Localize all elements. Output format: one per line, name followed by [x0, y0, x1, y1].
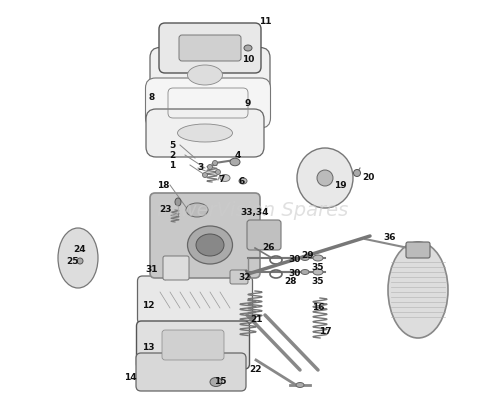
Text: 11: 11 — [259, 18, 271, 26]
Ellipse shape — [203, 172, 208, 178]
Text: 35: 35 — [312, 278, 324, 286]
Ellipse shape — [186, 203, 208, 217]
Text: 17: 17 — [319, 328, 331, 336]
Text: 30: 30 — [289, 256, 301, 264]
Text: 33,34: 33,34 — [241, 208, 269, 216]
Text: 1: 1 — [169, 160, 175, 170]
FancyBboxPatch shape — [179, 35, 241, 61]
Ellipse shape — [188, 226, 232, 264]
Text: 28: 28 — [284, 278, 296, 286]
Ellipse shape — [301, 256, 309, 260]
Text: 9: 9 — [245, 100, 251, 108]
FancyBboxPatch shape — [159, 23, 261, 73]
Text: 12: 12 — [142, 302, 154, 310]
Ellipse shape — [175, 198, 181, 206]
Ellipse shape — [210, 378, 222, 386]
Text: 7: 7 — [219, 176, 225, 184]
Text: 10: 10 — [242, 56, 254, 64]
Text: 3: 3 — [197, 164, 203, 172]
Ellipse shape — [220, 174, 230, 182]
Text: 19: 19 — [334, 180, 347, 190]
Text: 5: 5 — [169, 140, 175, 150]
FancyBboxPatch shape — [247, 220, 281, 250]
Text: 30: 30 — [289, 270, 301, 278]
Ellipse shape — [188, 65, 223, 85]
Text: 6: 6 — [239, 178, 245, 186]
Ellipse shape — [208, 164, 212, 170]
Text: 4: 4 — [235, 150, 241, 160]
Ellipse shape — [77, 258, 83, 264]
Ellipse shape — [177, 124, 232, 142]
Text: 23: 23 — [159, 206, 171, 214]
Text: 22: 22 — [249, 366, 261, 374]
Ellipse shape — [230, 158, 240, 166]
Text: 32: 32 — [239, 274, 251, 282]
FancyBboxPatch shape — [146, 109, 264, 157]
Text: 26: 26 — [262, 244, 274, 252]
FancyBboxPatch shape — [150, 48, 270, 102]
Ellipse shape — [212, 160, 218, 166]
Text: 15: 15 — [214, 378, 226, 386]
Ellipse shape — [313, 255, 323, 261]
Text: 21: 21 — [250, 316, 262, 324]
Text: 2: 2 — [169, 150, 175, 160]
Ellipse shape — [388, 242, 448, 338]
Text: 20: 20 — [362, 174, 374, 182]
Text: 24: 24 — [74, 246, 87, 254]
FancyBboxPatch shape — [138, 276, 253, 324]
FancyBboxPatch shape — [162, 330, 224, 360]
Text: 29: 29 — [302, 252, 314, 260]
Text: 35: 35 — [312, 264, 324, 272]
FancyBboxPatch shape — [136, 353, 246, 391]
Text: 13: 13 — [142, 344, 154, 352]
Ellipse shape — [313, 269, 323, 275]
Text: 16: 16 — [312, 304, 324, 312]
FancyBboxPatch shape — [230, 270, 248, 284]
Ellipse shape — [58, 228, 98, 288]
Text: 36: 36 — [384, 234, 396, 242]
FancyBboxPatch shape — [150, 193, 260, 278]
FancyBboxPatch shape — [406, 242, 430, 258]
Ellipse shape — [317, 170, 333, 186]
FancyBboxPatch shape — [137, 321, 249, 369]
Ellipse shape — [215, 170, 221, 174]
Ellipse shape — [239, 178, 247, 184]
Text: 18: 18 — [157, 180, 169, 190]
Text: 8: 8 — [149, 94, 155, 102]
Ellipse shape — [244, 45, 252, 51]
Ellipse shape — [196, 234, 224, 256]
Ellipse shape — [297, 148, 353, 208]
Ellipse shape — [301, 270, 309, 274]
FancyBboxPatch shape — [145, 78, 271, 128]
Text: 14: 14 — [124, 374, 136, 382]
Text: 25: 25 — [66, 258, 78, 266]
Ellipse shape — [353, 170, 361, 176]
Text: PowerVision Spares: PowerVision Spares — [157, 200, 348, 220]
Text: 31: 31 — [146, 266, 158, 274]
Ellipse shape — [296, 382, 304, 388]
FancyBboxPatch shape — [163, 256, 189, 280]
